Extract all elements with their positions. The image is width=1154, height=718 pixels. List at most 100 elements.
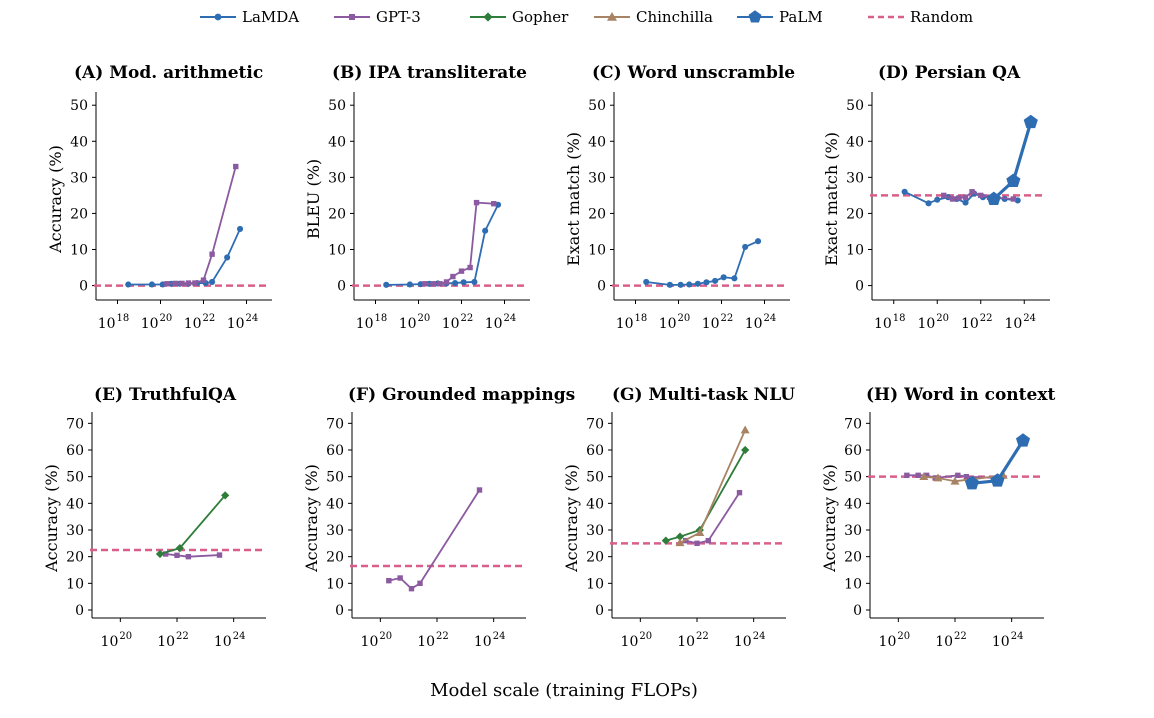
panel-title: (B) IPA transliterate — [332, 63, 527, 83]
y-axis-label: Accuracy (%) — [820, 464, 839, 573]
y-tick-label: 50 — [70, 98, 88, 114]
y-tick-label: 0 — [337, 279, 346, 295]
y-tick-label: 30 — [328, 170, 346, 186]
data-point-palm — [1023, 114, 1038, 129]
legend-marker-gopher — [483, 12, 493, 22]
y-tick-label: 30 — [326, 523, 344, 539]
data-point-lamda — [482, 227, 489, 234]
data-point-chinchilla — [950, 476, 960, 485]
x-tick-label: 1024 — [734, 631, 766, 650]
series-line-gopher — [665, 449, 746, 542]
series-gpt-3 — [386, 487, 483, 592]
x-tick-label: 1024 — [1004, 313, 1036, 332]
series-gpt-3 — [162, 551, 223, 560]
data-point-lamda — [494, 201, 502, 208]
y-tick-label: 50 — [844, 470, 862, 486]
legend-label-random: Random — [910, 8, 973, 26]
data-point-gpt-3 — [216, 552, 223, 558]
y-tick-label: 30 — [846, 170, 864, 186]
series-line-gpt-3 — [165, 553, 220, 558]
y-tick-label: 0 — [855, 279, 864, 295]
data-point-chinchilla — [919, 472, 929, 481]
y-tick-label: 50 — [588, 98, 606, 114]
data-point-gpt-3 — [430, 281, 437, 287]
y-tick-label: 10 — [328, 243, 346, 259]
x-tick-label: 1020 — [879, 631, 911, 650]
y-tick-label: 0 — [595, 603, 604, 619]
series-line-gpt-3 — [388, 489, 481, 590]
series-line-lamda — [386, 204, 499, 286]
series-lamda — [125, 225, 244, 288]
legend-label-lamda: LaMDA — [242, 8, 299, 26]
data-point-gpt-3 — [209, 251, 215, 257]
series-palm — [986, 114, 1038, 206]
x-tick-label: 1020 — [621, 631, 653, 650]
y-tick-label: 20 — [328, 206, 346, 222]
legend-label-palm: PaLM — [779, 8, 823, 26]
y-tick-label: 10 — [66, 576, 84, 592]
data-point-lamda — [962, 199, 969, 206]
x-tick-label: 1020 — [399, 313, 431, 332]
data-point-gpt-3 — [397, 575, 403, 581]
series-palm — [964, 433, 1031, 490]
legend-marker-lamda — [214, 13, 222, 21]
y-tick-label: 50 — [326, 470, 344, 486]
data-point-chinchilla — [740, 425, 750, 434]
data-point-lamda — [742, 243, 749, 251]
series-gpt-3 — [164, 163, 239, 287]
x-tick-label: 1022 — [417, 631, 449, 650]
data-point-gpt-3 — [417, 580, 423, 587]
data-point-gpt-3 — [941, 192, 947, 199]
data-point-gpt-3 — [172, 280, 179, 287]
data-point-gpt-3 — [476, 487, 483, 493]
data-point-gpt-3 — [978, 192, 984, 199]
data-point-gpt-3 — [422, 281, 428, 287]
y-tick-label: 20 — [586, 550, 604, 566]
data-point-gpt-3 — [915, 472, 921, 479]
x-tick-label: 1018 — [616, 313, 648, 332]
x-tick-label: 1024 — [214, 631, 246, 650]
y-tick-label: 40 — [66, 496, 84, 512]
data-point-lamda — [460, 279, 467, 286]
data-point-lamda — [451, 279, 459, 287]
x-tick-label: 1020 — [361, 631, 393, 650]
y-tick-label: 70 — [844, 416, 862, 432]
data-point-gpt-3 — [450, 273, 456, 280]
data-point-gpt-3 — [437, 281, 443, 287]
y-tick-label: 40 — [326, 496, 344, 512]
y-tick-label: 10 — [326, 576, 344, 592]
y-tick-label: 40 — [586, 496, 604, 512]
y-tick-label: 0 — [79, 279, 88, 295]
series-lamda — [383, 201, 502, 288]
data-point-gopher — [221, 491, 230, 500]
data-point-gopher — [741, 445, 750, 455]
data-point-gpt-3 — [962, 194, 969, 200]
y-tick-label: 40 — [328, 134, 346, 150]
data-point-lamda — [148, 281, 155, 288]
x-axis-label: Model scale (training FLOPs) — [430, 680, 698, 701]
data-point-lamda — [754, 238, 762, 245]
data-point-lamda — [720, 274, 727, 281]
panel-title: (A) Mod. arithmetic — [74, 63, 263, 83]
data-point-lamda — [694, 280, 701, 287]
x-tick-label: 1020 — [659, 313, 691, 332]
data-point-gopher — [675, 532, 685, 541]
data-point-lamda — [677, 281, 684, 288]
data-point-lamda — [236, 225, 244, 232]
data-point-lamda — [686, 281, 693, 288]
y-tick-label: 40 — [844, 496, 862, 512]
y-tick-label: 50 — [66, 470, 84, 486]
data-point-gpt-3 — [736, 489, 743, 496]
data-point-chinchilla — [675, 538, 685, 547]
data-point-lamda — [1014, 197, 1021, 204]
data-point-lamda — [901, 188, 908, 195]
data-point-lamda — [925, 200, 932, 207]
legend-marker-chinchilla — [607, 12, 617, 21]
y-tick-label: 10 — [844, 576, 862, 592]
y-tick-label: 50 — [846, 98, 864, 114]
y-tick-label: 30 — [70, 170, 88, 186]
